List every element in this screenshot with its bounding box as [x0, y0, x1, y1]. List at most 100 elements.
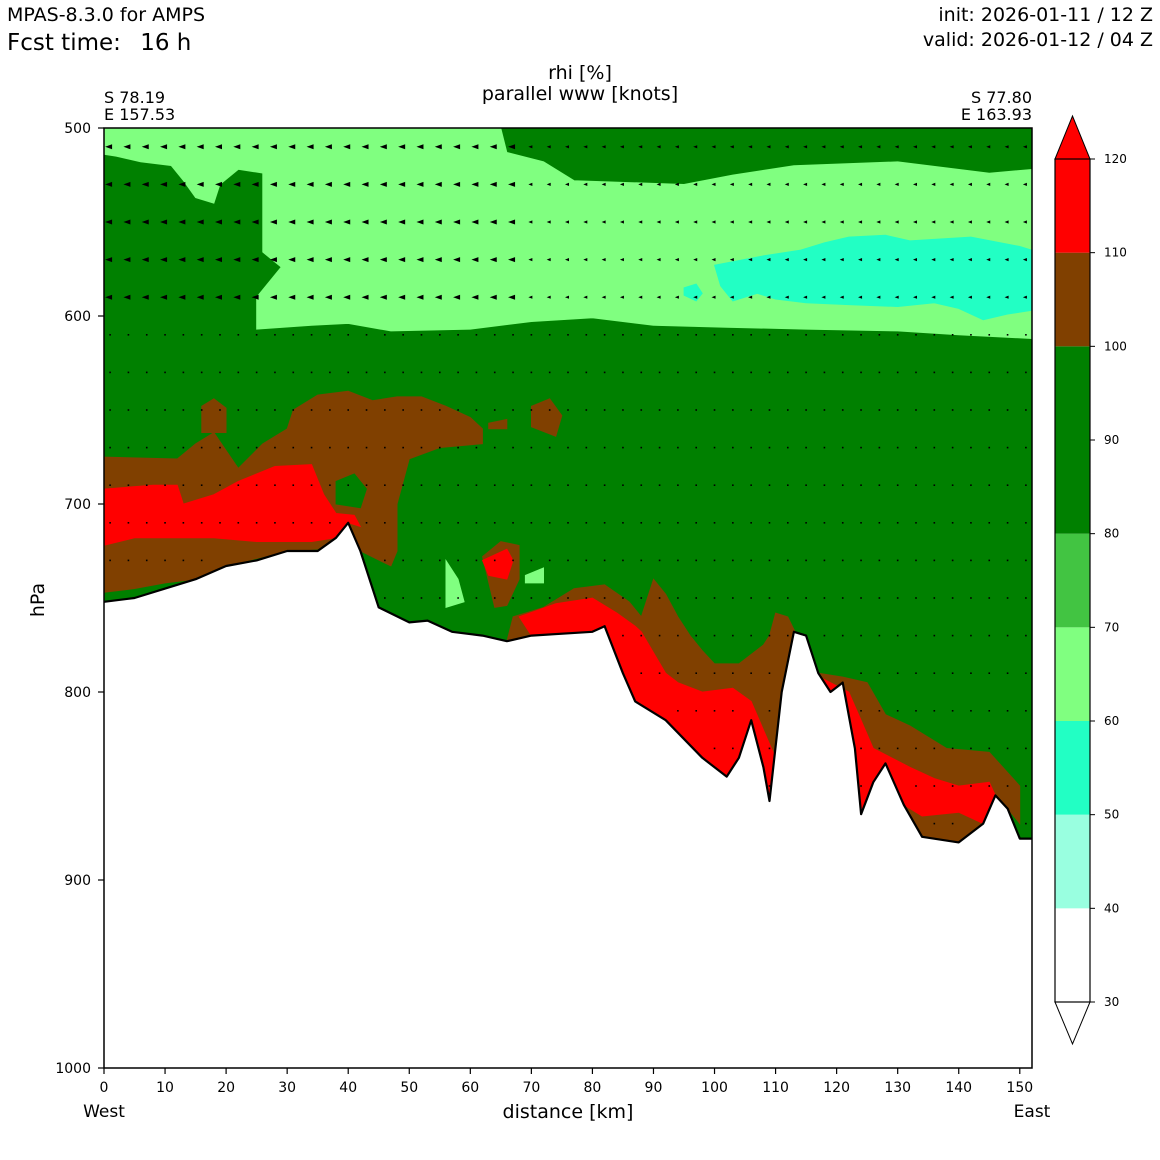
- fcst-label: Fcst time: 16 h: [7, 30, 191, 56]
- wind-arrow: [493, 446, 496, 449]
- wind-arrow: [310, 522, 313, 524]
- wind-arrow: [732, 522, 734, 524]
- wind-arrow: [913, 220, 917, 224]
- wind-arrow: [823, 634, 826, 637]
- wind-arrow: [750, 409, 752, 411]
- wind-arrow: [933, 597, 936, 599]
- wind-arrow: [457, 559, 459, 562]
- wind-arrow: [988, 446, 991, 449]
- x-tick-label: 130: [884, 1080, 911, 1096]
- wind-arrow: [858, 220, 863, 224]
- wind-arrow: [329, 409, 331, 411]
- wind-arrow: [219, 409, 221, 411]
- wind-arrow: [434, 219, 442, 225]
- wind-arrow: [343, 257, 351, 263]
- wind-arrow: [141, 144, 149, 150]
- wind-arrow: [493, 559, 496, 562]
- wind-arrow: [567, 446, 569, 449]
- wind-arrow: [274, 371, 276, 374]
- x-tick-label: 50: [400, 1080, 418, 1096]
- wind-arrow: [384, 334, 386, 336]
- wind-arrow: [343, 144, 351, 150]
- wind-arrow: [530, 334, 533, 336]
- wind-arrow: [1025, 522, 1027, 524]
- wind-arrow: [841, 522, 844, 524]
- wind-arrow: [786, 446, 789, 449]
- wind-arrow: [695, 446, 698, 449]
- wind-arrow: [215, 219, 222, 225]
- wind-arrow: [200, 334, 203, 336]
- wind-arrow: [986, 220, 991, 224]
- wind-arrow: [1025, 334, 1027, 336]
- wind-arrow: [583, 220, 588, 224]
- wind-arrow: [306, 181, 314, 187]
- contour-rhi-50-60-spot: [683, 283, 703, 302]
- wind-arrow: [729, 295, 734, 299]
- wind-arrow: [915, 710, 917, 712]
- wind-arrow: [601, 258, 606, 262]
- wind-arrow: [970, 634, 972, 637]
- wind-arrow: [896, 371, 899, 374]
- wind-arrow: [475, 484, 478, 486]
- wind-arrow: [803, 182, 808, 186]
- wind-arrow: [766, 258, 771, 262]
- wind-arrow: [105, 294, 113, 300]
- wind-arrow: [379, 181, 387, 187]
- wind-arrow: [269, 257, 277, 263]
- colorbar-extend-min: [1054, 1001, 1091, 1046]
- wind-arrow: [1004, 220, 1009, 224]
- wind-arrow: [823, 484, 826, 486]
- wind-arrow: [858, 145, 863, 149]
- wind-arrow: [915, 334, 917, 336]
- wind-arrow: [860, 446, 862, 449]
- wind-arrow: [512, 597, 514, 599]
- wind-arrow: [784, 182, 789, 186]
- wind-arrow: [160, 257, 168, 263]
- wind-arrow: [805, 559, 807, 562]
- fcst-time-value: 16 h: [140, 30, 192, 56]
- wind-arrow: [402, 559, 404, 562]
- wind-arrow: [123, 181, 131, 187]
- wind-arrow: [803, 220, 808, 224]
- wind-arrow: [105, 144, 113, 150]
- wind-arrow: [622, 522, 624, 524]
- wind-arrow: [361, 219, 369, 225]
- wind-arrow: [896, 334, 899, 336]
- wind-arrow: [748, 145, 753, 149]
- wind-arrow: [768, 484, 771, 486]
- wind-arrow: [713, 371, 716, 374]
- wind-arrow: [713, 710, 716, 712]
- wind-arrow: [164, 334, 166, 336]
- wind-arrow: [489, 294, 497, 300]
- wind-arrow: [970, 747, 972, 750]
- colorbar-tick-label: 80: [1104, 527, 1119, 541]
- colorbar-tick-label: 30: [1104, 995, 1119, 1009]
- wind-arrow: [640, 597, 643, 599]
- wind-arrow: [585, 484, 588, 486]
- wind-arrow: [658, 522, 661, 524]
- wind-arrow: [384, 597, 386, 599]
- wind-arrow: [970, 710, 972, 712]
- wind-arrow: [548, 559, 551, 562]
- wind-arrow: [970, 409, 972, 411]
- wind-arrow: [933, 559, 936, 562]
- wind-arrow: [729, 145, 734, 149]
- wind-arrow: [233, 219, 241, 225]
- contour-group: [104, 128, 1032, 1068]
- wind-arrow: [915, 484, 917, 486]
- wind-arrow: [933, 634, 936, 637]
- wind-arrow: [196, 181, 204, 187]
- wind-arrow: [933, 672, 936, 674]
- wind-arrow: [658, 597, 661, 599]
- wind-arrow: [453, 219, 461, 225]
- wind-arrow: [766, 295, 771, 299]
- wind-arrow: [438, 559, 441, 562]
- wind-arrow: [732, 409, 734, 411]
- plot-area: [104, 128, 1032, 1068]
- wind-arrow: [748, 220, 753, 224]
- wind-arrow: [915, 785, 917, 787]
- wind-arrow: [677, 634, 679, 637]
- wind-arrow: [1025, 747, 1027, 750]
- wind-arrow: [255, 409, 258, 411]
- wind-arrow: [695, 409, 698, 411]
